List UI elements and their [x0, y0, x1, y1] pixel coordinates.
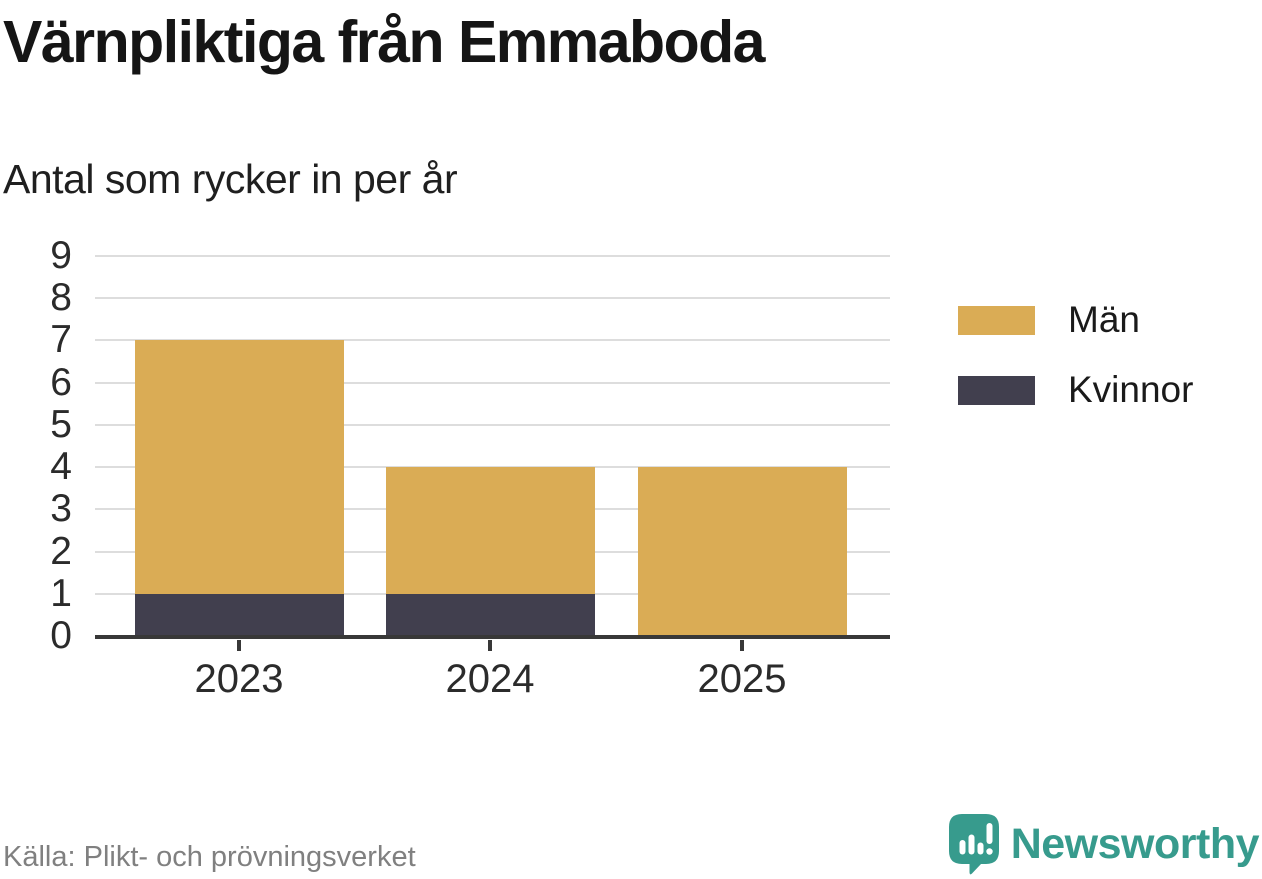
y-axis-label-2: 2 — [50, 529, 72, 573]
x-axis-label-2024: 2024 — [445, 657, 535, 701]
gridline-y-9 — [95, 255, 890, 257]
brand-name: Newsworthy — [1010, 819, 1260, 868]
legend-label-män: Män — [1068, 299, 1140, 340]
chart-subtitle: Antal som rycker in per år — [3, 156, 458, 202]
x-axis-label-2023: 2023 — [194, 657, 284, 701]
y-axis-label-0: 0 — [50, 614, 72, 657]
legend-label-kvinnor: Kvinnor — [1068, 369, 1194, 410]
y-axis-label-1: 1 — [50, 571, 72, 615]
gridline-y-6 — [95, 381, 890, 384]
y-axis-label-8: 8 — [50, 276, 72, 320]
legend: Män Kvinnor — [958, 299, 1193, 411]
y-axis-label-5: 5 — [50, 402, 72, 446]
newsworthy-chart-bubble-icon — [948, 814, 999, 875]
bar-segment-kvinnor-2024 — [385, 593, 595, 636]
y-axis-label-9: 9 — [50, 234, 72, 277]
gridline-y-5 — [95, 423, 890, 426]
x-axis-label-2025: 2025 — [697, 657, 787, 701]
legend-swatch-män — [958, 305, 1035, 335]
y-axis-label-4: 4 — [50, 445, 72, 489]
x-axis-tick-2025 — [740, 640, 744, 651]
gridline-y-8 — [95, 297, 890, 300]
brand-logo: Newsworthy — [948, 813, 1260, 875]
legend-item-kvinnor: Kvinnor — [958, 369, 1193, 411]
y-axis-label-7: 7 — [50, 318, 72, 362]
x-axis-line — [95, 635, 890, 639]
bar-segment-män-2025 — [637, 467, 847, 636]
y-axis-label-6: 6 — [50, 360, 72, 404]
bar-segment-kvinnor-2023 — [134, 593, 344, 636]
legend-item-män: Män — [958, 299, 1193, 341]
legend-swatch-kvinnor — [958, 375, 1035, 405]
y-axis-label-3: 3 — [50, 487, 72, 531]
x-axis-tick-2023 — [237, 640, 241, 651]
x-axis-tick-2024 — [488, 640, 492, 651]
source-note: Källa: Plikt- och prövningsverket — [3, 841, 416, 873]
plot-area — [95, 255, 890, 639]
bar-segment-män-2024 — [385, 467, 595, 594]
bar-segment-män-2023 — [134, 340, 344, 594]
gridline-y-7 — [95, 339, 890, 342]
chart-title: Värnpliktiga från Emmaboda — [3, 9, 765, 75]
